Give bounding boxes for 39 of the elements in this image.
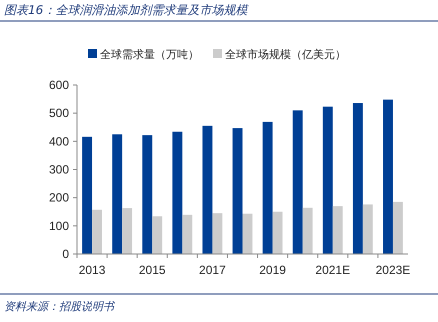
x-tick-label: 2023E (376, 263, 410, 277)
y-tick-label: 200 (48, 190, 70, 205)
bar (392, 202, 403, 254)
bar (182, 214, 192, 254)
bar (172, 132, 182, 254)
bar (122, 208, 132, 254)
y-tick-label: 300 (48, 162, 70, 176)
y-tick-label: 400 (48, 134, 70, 148)
y-tick-label: 0 (62, 247, 70, 261)
bar (112, 134, 122, 254)
bar (322, 106, 333, 254)
y-tick-label: 600 (48, 78, 70, 92)
y-tick-label: 100 (48, 218, 70, 233)
y-tick-label: 500 (48, 106, 70, 120)
bar (292, 110, 303, 254)
bar (212, 213, 222, 254)
legend-label: 全球市场规模（亿美元） (225, 48, 346, 61)
bar (142, 135, 152, 254)
chart-title: 图表16：全球润滑油添加剂需求量及市场规模 (4, 3, 250, 17)
bar (352, 103, 363, 254)
bar (362, 204, 373, 254)
bar (242, 214, 252, 254)
bar (302, 208, 313, 254)
bar (92, 210, 102, 254)
x-tick-label: 2015 (138, 263, 166, 277)
bar (272, 212, 283, 254)
bar (152, 216, 162, 254)
text: 资料来源：招股说明书 (4, 300, 116, 313)
x-tick-label: 2021E (315, 263, 350, 277)
bar (332, 206, 343, 254)
x-tick-label: 2019 (259, 263, 286, 277)
legend-label: 全球需求量（万吨） (100, 48, 199, 61)
bar (202, 126, 212, 254)
x-tick-label: 2017 (199, 263, 226, 277)
bar (82, 136, 92, 254)
bar (232, 128, 242, 254)
x-tick-label: 2013 (78, 263, 106, 277)
bar (262, 122, 273, 254)
bar (383, 100, 393, 254)
